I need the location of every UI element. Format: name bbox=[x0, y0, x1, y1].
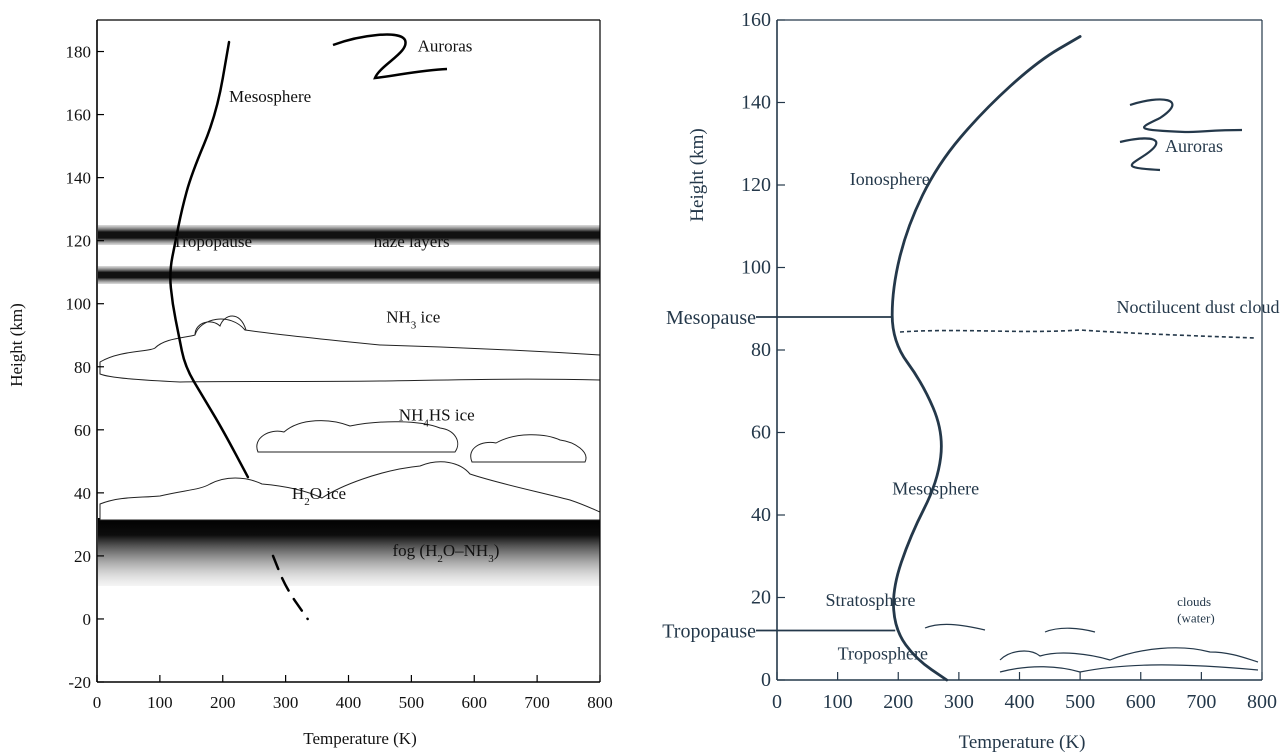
annotation-label: Noctilucent dust clouds bbox=[1117, 297, 1280, 317]
cloud-water-1 bbox=[924, 623, 986, 631]
y-tick-label: 60 bbox=[74, 421, 91, 440]
aurora-squiggle-right bbox=[1129, 98, 1243, 134]
annotation-label: Auroras bbox=[418, 37, 473, 56]
ground-clouds-2 bbox=[999, 664, 1259, 673]
temperature-profile-line bbox=[890, 35, 1082, 682]
y-tick-label: 40 bbox=[74, 484, 91, 503]
level-marker-label: Tropopause bbox=[662, 621, 756, 643]
right-x-axis-label: Temperature (K) bbox=[959, 732, 1086, 753]
aurora-squiggle-left bbox=[332, 33, 448, 80]
annotation-label: Tropopause bbox=[172, 232, 252, 251]
y-tick-label: 140 bbox=[66, 169, 92, 188]
x-tick-label: 700 bbox=[1186, 691, 1216, 713]
annotation-label: Mesosphere bbox=[892, 478, 979, 498]
temperature-profile-dashed bbox=[271, 554, 309, 621]
x-tick-label: 100 bbox=[823, 691, 853, 713]
y-tick-label: 20 bbox=[751, 587, 771, 609]
nh4hs-ice-cloud-left bbox=[256, 420, 459, 453]
x-tick-label: 800 bbox=[1247, 691, 1277, 713]
x-tick-label: 600 bbox=[462, 693, 488, 712]
x-tick-label: 300 bbox=[273, 693, 299, 712]
x-tick-label: 400 bbox=[336, 693, 362, 712]
left-axes: 0 100 200 300 400 500 600 700 800-20020406080100… bbox=[7, 19, 613, 748]
nh3-ice-puff bbox=[194, 315, 247, 336]
right-axes: 0 100 200 300 400 500 600 700 800 0 20 40 60 80 100 120… bbox=[687, 9, 1277, 753]
aurora-squiggle-right-2 bbox=[1119, 137, 1161, 172]
y-tick-label: 80 bbox=[751, 339, 771, 361]
x-tick-label: 100 bbox=[147, 693, 173, 712]
y-tick-label: 0 bbox=[83, 610, 92, 629]
h2o-ice-cloud bbox=[99, 461, 601, 521]
y-tick-label: 180 bbox=[66, 43, 92, 62]
haze-layer-upper bbox=[98, 225, 600, 245]
annotation-label: Mesosphere bbox=[229, 87, 311, 106]
haze-layer-lower bbox=[98, 266, 600, 284]
right-annotations: Auroras Ionosphere Noctilucent dust clouds… bbox=[826, 136, 1280, 663]
y-tick-label: 140 bbox=[741, 92, 771, 114]
left-series bbox=[169, 40, 309, 621]
annotation-label: Stratosphere bbox=[826, 590, 916, 610]
y-tick-label: 80 bbox=[74, 358, 91, 377]
x-tick-label: 300 bbox=[944, 691, 974, 713]
y-tick-label: 120 bbox=[741, 174, 771, 196]
left-annotations: Auroras Mesosphere Tropopause haze layers NH… bbox=[172, 37, 499, 565]
annotation-label: NH4HS ice bbox=[399, 405, 475, 429]
y-tick-label: 160 bbox=[66, 106, 92, 125]
temperature-profile-line bbox=[169, 40, 250, 479]
y-tick-label: 120 bbox=[66, 232, 92, 251]
left-ticks: 0 100 200 300 400 500 600 700 800-20020406080100… bbox=[66, 43, 613, 712]
x-tick-label: 200 bbox=[210, 693, 236, 712]
x-tick-label: 200 bbox=[883, 691, 913, 713]
annotation-label: Troposphere bbox=[838, 643, 928, 663]
y-tick-label: 40 bbox=[751, 504, 771, 526]
x-tick-label: 600 bbox=[1126, 691, 1156, 713]
x-tick-label: 500 bbox=[399, 693, 425, 712]
x-tick-label: 400 bbox=[1005, 691, 1035, 713]
cloud-water-2 bbox=[1044, 627, 1096, 633]
x-tick-label: 500 bbox=[1065, 691, 1095, 713]
left-bands bbox=[98, 225, 600, 586]
x-tick-label: 700 bbox=[524, 693, 550, 712]
ground-clouds bbox=[999, 647, 1259, 663]
x-tick-label: 0 bbox=[93, 693, 102, 712]
x-tick-label: 0 bbox=[772, 691, 782, 713]
right-y-axis-label: Height (km) bbox=[687, 128, 708, 221]
level-marker-label: Mesopause bbox=[666, 307, 756, 329]
y-tick-label: 0 bbox=[761, 669, 771, 691]
annotation-label: Ionosphere bbox=[850, 169, 930, 189]
right-ticks: 0 100 200 300 400 500 600 700 800 0 20 40 60 80 100 120… bbox=[741, 9, 1277, 713]
nh3-ice-cloud bbox=[99, 318, 601, 383]
y-tick-label: -20 bbox=[68, 673, 91, 692]
left-clouds bbox=[99, 315, 601, 521]
annotation-label: NH3 ice bbox=[386, 308, 440, 332]
y-tick-label: 100 bbox=[66, 295, 92, 314]
annotation-label: haze layers bbox=[374, 232, 450, 251]
fog-band bbox=[98, 518, 600, 586]
annotation-label: H2O ice bbox=[292, 484, 346, 508]
right-level-markers: Mesopause Tropopause bbox=[662, 307, 896, 643]
annotation-label: (water) bbox=[1177, 610, 1215, 625]
x-tick-label: 800 bbox=[587, 693, 613, 712]
y-tick-label: 160 bbox=[741, 9, 771, 31]
left-x-axis-label: Temperature (K) bbox=[303, 729, 417, 748]
y-tick-label: 60 bbox=[751, 422, 771, 444]
left-y-axis-label: Height (km) bbox=[7, 303, 26, 387]
noctilucent-cloud-streak bbox=[899, 329, 1256, 339]
jupiter-atmosphere-chart: 0 100 200 300 400 500 600 700 800-20020406080100… bbox=[7, 19, 613, 748]
y-tick-label: 100 bbox=[741, 257, 771, 279]
earth-atmosphere-chart: 0 100 200 300 400 500 600 700 800 0 20 40 60 80 100 120… bbox=[662, 9, 1280, 753]
right-decor bbox=[899, 329, 1259, 673]
right-series bbox=[890, 35, 1082, 682]
annotation-label: fog (H2O–NH3) bbox=[393, 541, 500, 565]
nh4hs-ice-cloud-right bbox=[470, 434, 587, 463]
y-tick-label: 20 bbox=[74, 547, 91, 566]
annotation-label: clouds bbox=[1177, 594, 1211, 609]
annotation-label: Auroras bbox=[1165, 136, 1223, 156]
